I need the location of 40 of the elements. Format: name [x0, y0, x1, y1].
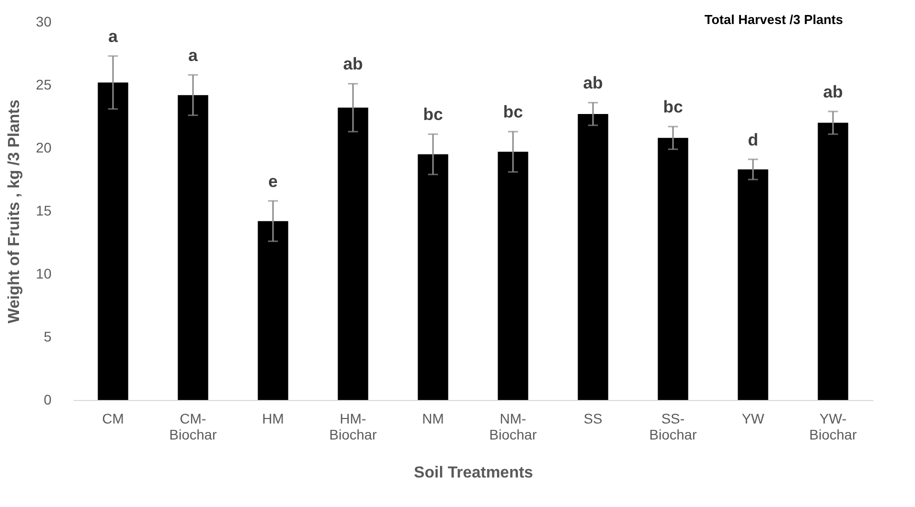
x-tick-label: YW-Biochar — [809, 410, 858, 442]
bar — [338, 108, 368, 400]
x-tick-label: HM-Biochar — [329, 410, 378, 442]
bar — [658, 138, 688, 400]
annotation: a — [108, 27, 118, 46]
x-tick-label: NM — [422, 410, 444, 426]
annotation: e — [268, 172, 278, 191]
annotation: ab — [343, 54, 363, 74]
chart-title: Total Harvest /3 Plants — [704, 12, 843, 27]
bar — [418, 154, 448, 400]
x-tick-label: CM — [102, 410, 124, 426]
x-tick-label: YW — [742, 410, 766, 426]
x-tick-label: HM — [262, 410, 284, 426]
y-tick-label: 15 — [36, 202, 52, 218]
y-tick-label: 0 — [44, 392, 52, 408]
bar — [178, 95, 208, 400]
x-tick-label: SS-Biochar — [649, 410, 698, 442]
y-tick-label: 10 — [36, 266, 52, 282]
annotation: a — [188, 46, 198, 65]
x-tick-label: CM-Biochar — [169, 410, 218, 442]
bar — [98, 82, 128, 400]
y-axis-title: Weight of Fruits , kg /3 Plants — [6, 100, 23, 324]
bar — [578, 114, 608, 400]
y-tick-label: 30 — [36, 14, 52, 30]
x-tick-label: NM-Biochar — [489, 410, 538, 442]
y-tick-label: 20 — [36, 140, 52, 156]
annotation: ab — [583, 74, 603, 93]
annotation: bc — [663, 98, 683, 117]
y-tick-label: 25 — [36, 76, 52, 92]
annotation: ab — [823, 82, 843, 102]
x-tick-label: SS — [584, 410, 602, 426]
annotation: d — [748, 130, 758, 150]
annotation: bc — [423, 105, 443, 124]
y-tick-label: 5 — [44, 328, 52, 344]
bar — [738, 169, 768, 400]
annotation: bc — [503, 102, 523, 122]
bar — [498, 152, 528, 400]
bar — [818, 122, 848, 400]
x-axis-title: Soil Treatments — [414, 464, 534, 482]
bar — [258, 221, 288, 400]
